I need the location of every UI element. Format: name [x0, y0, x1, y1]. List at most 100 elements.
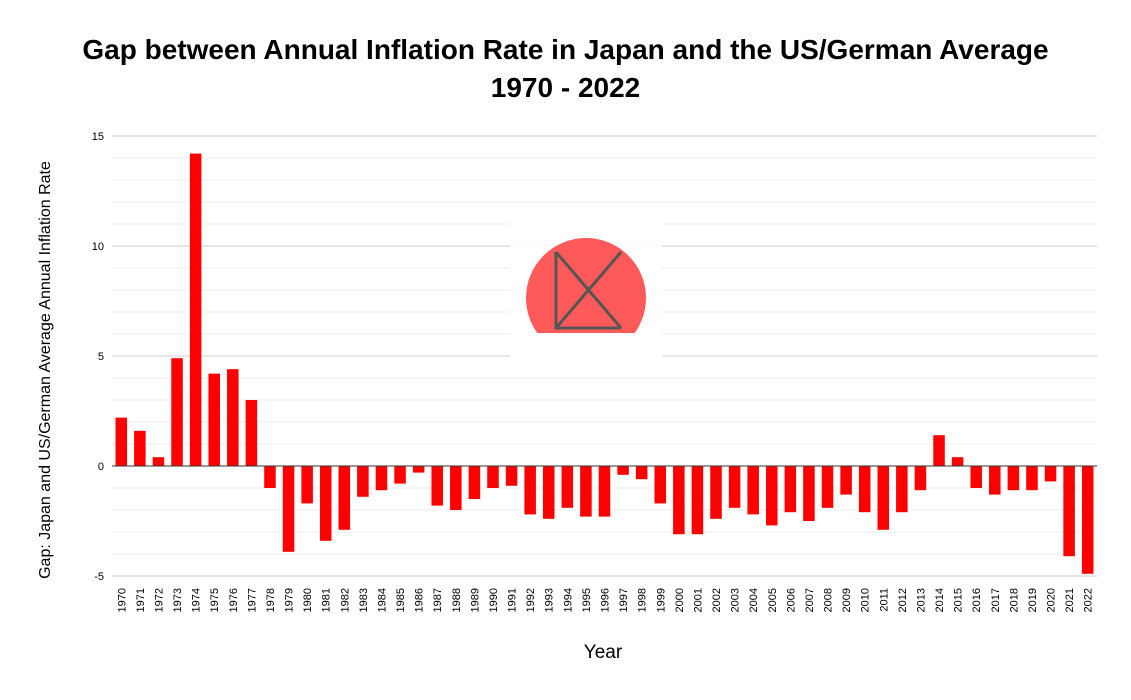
x-tick-label: 1996	[600, 588, 612, 612]
x-tick-label: 1976	[228, 588, 240, 612]
x-tick-label: 2011	[878, 588, 890, 612]
x-tick-label: 2009	[841, 588, 853, 612]
x-tick-label: 1997	[618, 588, 630, 612]
y-tick-label: 15	[92, 131, 104, 143]
bar-2003	[728, 466, 741, 508]
bar-2009	[840, 466, 852, 495]
x-tick-label: 2021	[1064, 588, 1076, 612]
bar-1979	[282, 466, 295, 552]
chart-subtitle: 1970 - 2022	[490, 72, 641, 103]
x-tick-label: 2007	[804, 588, 816, 612]
bar-1986	[412, 466, 425, 473]
x-tick-label: 1974	[191, 588, 203, 612]
bar-2020	[1044, 466, 1057, 482]
bar-1993	[542, 466, 555, 519]
x-tick-label: 2020	[1046, 588, 1058, 612]
x-tick-label: 2005	[767, 588, 779, 612]
x-tick-label: 1994	[562, 588, 574, 612]
x-tick-label: 2019	[1027, 588, 1039, 612]
bar-1994	[561, 466, 574, 508]
bar-2000	[673, 466, 685, 535]
bar-1981	[319, 466, 332, 541]
bar-1977	[245, 400, 258, 466]
bar-2007	[803, 466, 815, 521]
bar-1976	[227, 369, 239, 466]
x-tick-label: 2001	[692, 588, 704, 612]
chart-logo-icon	[510, 222, 662, 374]
bar-2019	[1026, 466, 1038, 491]
bar-2017	[989, 466, 1001, 495]
chart-title: Gap between Annual Inflation Rate in Jap…	[82, 34, 1049, 65]
x-tick-label: 1984	[376, 588, 388, 612]
bar-1980	[301, 466, 313, 504]
bar-1988	[450, 466, 462, 510]
bar-1984	[375, 466, 388, 491]
y-tick-labels: 15 10 5 0 -5	[92, 131, 104, 583]
x-tick-label: 2013	[915, 588, 927, 612]
bar-1972	[152, 457, 165, 466]
x-tick-label: 1988	[451, 588, 463, 612]
x-tick-label: 1991	[507, 588, 519, 612]
bar-2005	[766, 466, 778, 526]
bar-1974	[189, 153, 202, 466]
x-tick-label: 2018	[1008, 588, 1020, 612]
bar-1970	[115, 417, 128, 466]
x-tick-label: 1998	[637, 588, 649, 612]
bar-series	[115, 153, 1094, 574]
x-tick-label: 1981	[321, 588, 333, 612]
bar-2015	[951, 457, 964, 466]
x-axis-label: Year	[583, 642, 623, 663]
x-tick-label: 2015	[953, 588, 965, 612]
x-tick-label: 1989	[469, 588, 481, 612]
x-tick-label: 1993	[544, 588, 556, 612]
bar-1989	[468, 466, 481, 499]
x-tick-label: 1983	[358, 588, 370, 612]
bar-1995	[580, 466, 592, 517]
bar-1992	[524, 466, 536, 515]
x-tick-label: 1978	[265, 588, 277, 612]
bar-1996	[598, 466, 611, 517]
x-tick-label: 2014	[934, 588, 946, 612]
x-tick-labels: 1970 1971 1972 1973 1974 1975 1976 1977 1978 1979…	[116, 588, 1094, 612]
bar-2002	[710, 466, 722, 519]
x-tick-label: 2016	[971, 588, 983, 612]
x-tick-label: 2022	[1083, 588, 1095, 612]
bar-1997	[617, 466, 629, 475]
bar-2021	[1063, 466, 1075, 557]
x-tick-label: 2003	[730, 588, 742, 612]
bar-1998	[635, 466, 648, 480]
bar-1978	[264, 466, 276, 488]
x-tick-label: 2000	[674, 588, 686, 612]
x-tick-label: 1975	[209, 588, 221, 612]
bar-1971	[134, 430, 146, 466]
x-tick-label: 2004	[748, 588, 760, 612]
bar-2006	[784, 466, 797, 513]
bar-1990	[487, 466, 499, 488]
bar-1999	[654, 466, 667, 504]
y-tick-label: -5	[94, 571, 104, 583]
x-tick-label: 1982	[339, 588, 351, 612]
x-tick-label: 1999	[655, 588, 667, 612]
x-tick-label: 2010	[860, 588, 872, 612]
bar-1991	[505, 466, 518, 486]
bar-2001	[691, 466, 704, 535]
x-tick-label: 1979	[284, 588, 296, 612]
bar-2004	[747, 466, 759, 515]
x-tick-label: 1971	[135, 588, 147, 612]
x-tick-label: 1973	[172, 588, 184, 612]
y-tick-label: 10	[92, 241, 104, 253]
bar-1973	[171, 358, 183, 466]
x-tick-label: 1992	[525, 588, 537, 612]
bar-2018	[1007, 466, 1020, 491]
bar-2016	[970, 466, 982, 488]
y-tick-label: 0	[98, 461, 104, 473]
bar-2011	[877, 466, 890, 530]
x-tick-label: 2012	[897, 588, 909, 612]
x-tick-label: 1970	[116, 588, 128, 612]
bar-2010	[858, 466, 871, 513]
x-tick-label: 1987	[432, 588, 444, 612]
bar-2013	[914, 466, 927, 491]
x-tick-label: 1977	[246, 588, 258, 612]
x-tick-label: 1990	[488, 588, 500, 612]
